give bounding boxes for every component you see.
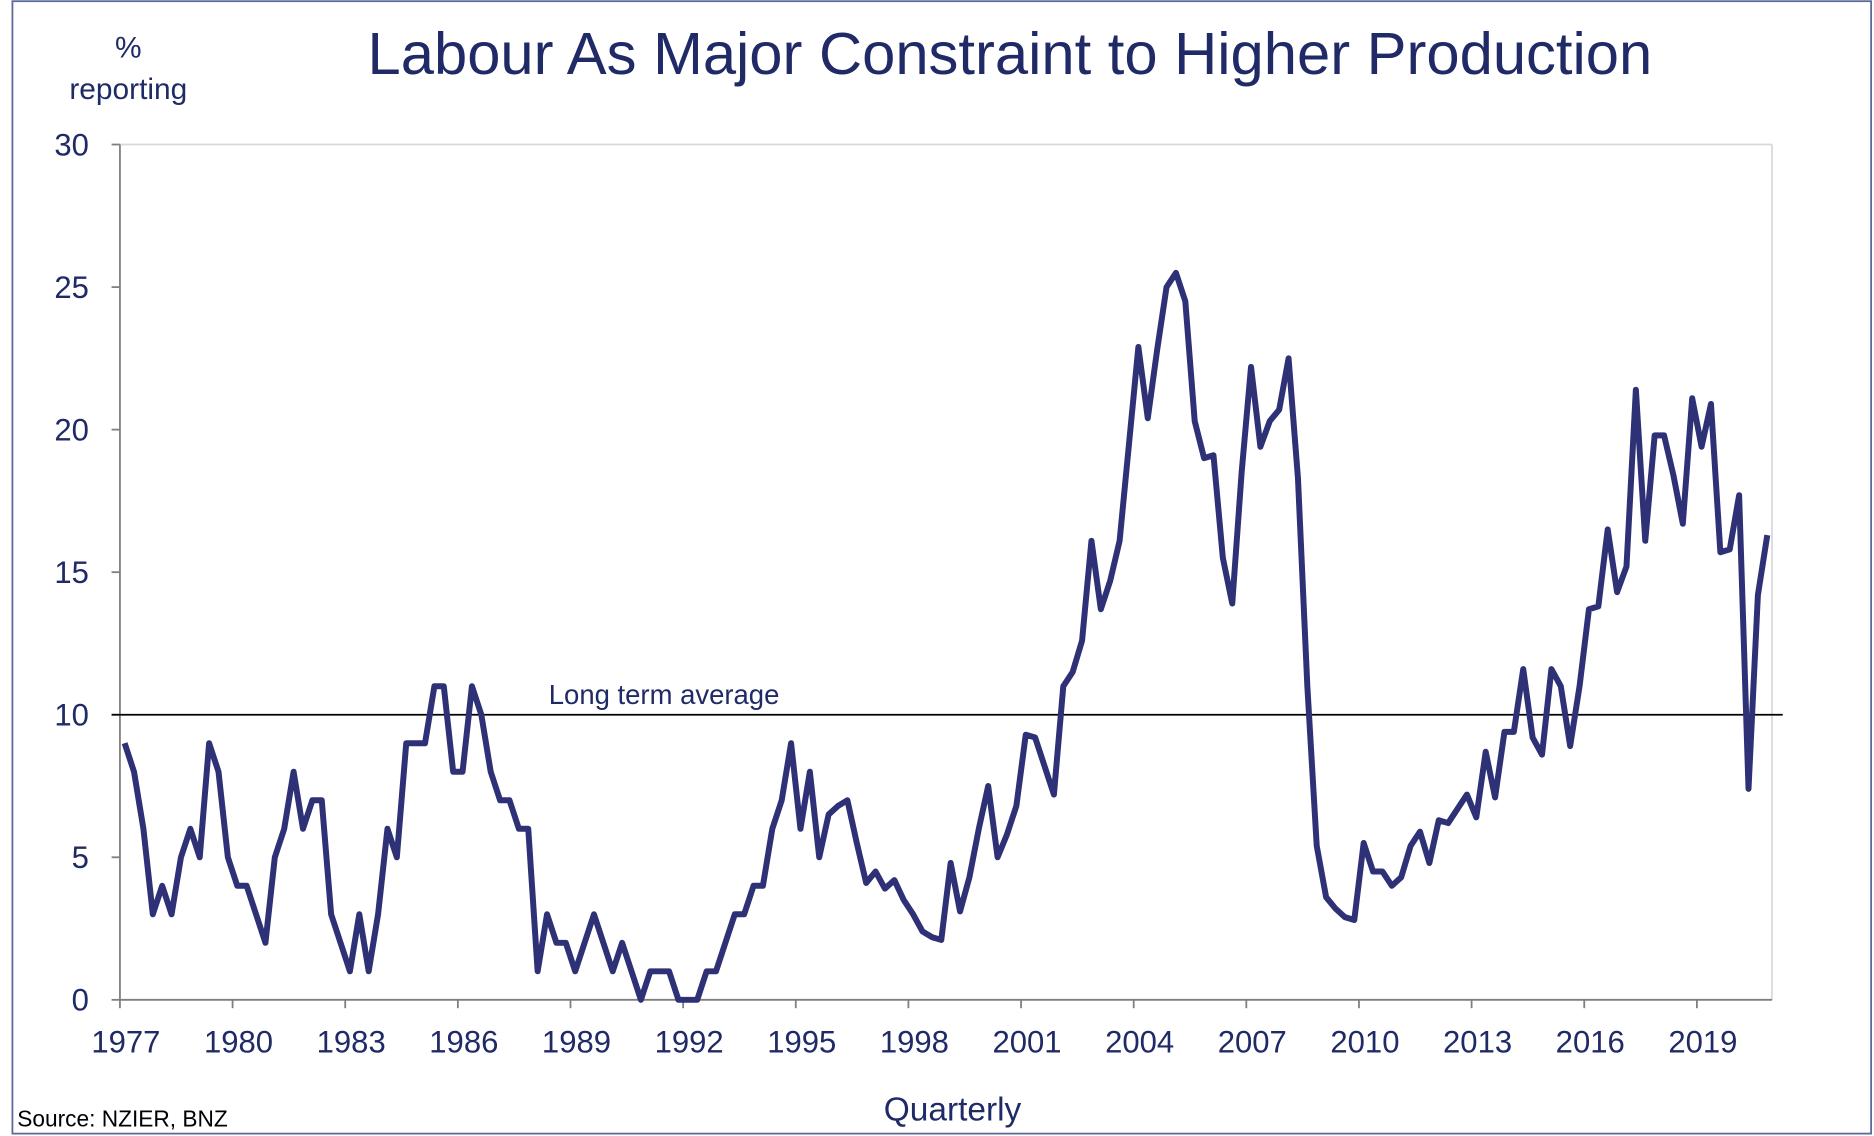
- x-tick-label: 1995: [767, 1024, 836, 1059]
- y-tick-label: 0: [72, 983, 89, 1018]
- x-tick-label: 2001: [992, 1024, 1061, 1059]
- x-tick-label: 2013: [1443, 1024, 1512, 1059]
- x-tick-label: 1989: [542, 1024, 611, 1059]
- y-tick-label: 15: [54, 555, 89, 590]
- frame: [11, 0, 1873, 1135]
- x-tick-label: 1998: [880, 1024, 949, 1059]
- x-tick-label: 2007: [1218, 1024, 1287, 1059]
- x-tick-label: 1992: [655, 1024, 724, 1059]
- reference-label: Long term average: [549, 679, 780, 710]
- x-tick-label: 2019: [1668, 1024, 1737, 1059]
- x-tick-label: 1983: [317, 1024, 386, 1059]
- x-tick-label: 1977: [91, 1024, 160, 1059]
- y-tick-label: 25: [54, 270, 89, 305]
- y-tick-label: 20: [54, 412, 89, 447]
- x-tick-label: 1980: [204, 1024, 273, 1059]
- y-axis-label: reporting: [69, 73, 187, 106]
- x-tick-label: 2004: [1105, 1024, 1174, 1059]
- y-tick-label: 10: [54, 697, 89, 732]
- y-axis-label: %: [115, 31, 142, 64]
- y-tick-label: 5: [72, 840, 89, 875]
- source-note: Source: NZIER, BNZ: [17, 1105, 228, 1131]
- x-tick-label: 1986: [429, 1024, 498, 1059]
- x-axis-label: Quarterly: [884, 1091, 1022, 1128]
- line-series: [121, 269, 1771, 1003]
- chart-title: Labour As Major Constraint to Higher Pro…: [368, 20, 1653, 87]
- y-tick-label: 30: [54, 127, 89, 162]
- x-tick-label: 2016: [1556, 1024, 1625, 1059]
- x-tick-label: 2010: [1330, 1024, 1399, 1059]
